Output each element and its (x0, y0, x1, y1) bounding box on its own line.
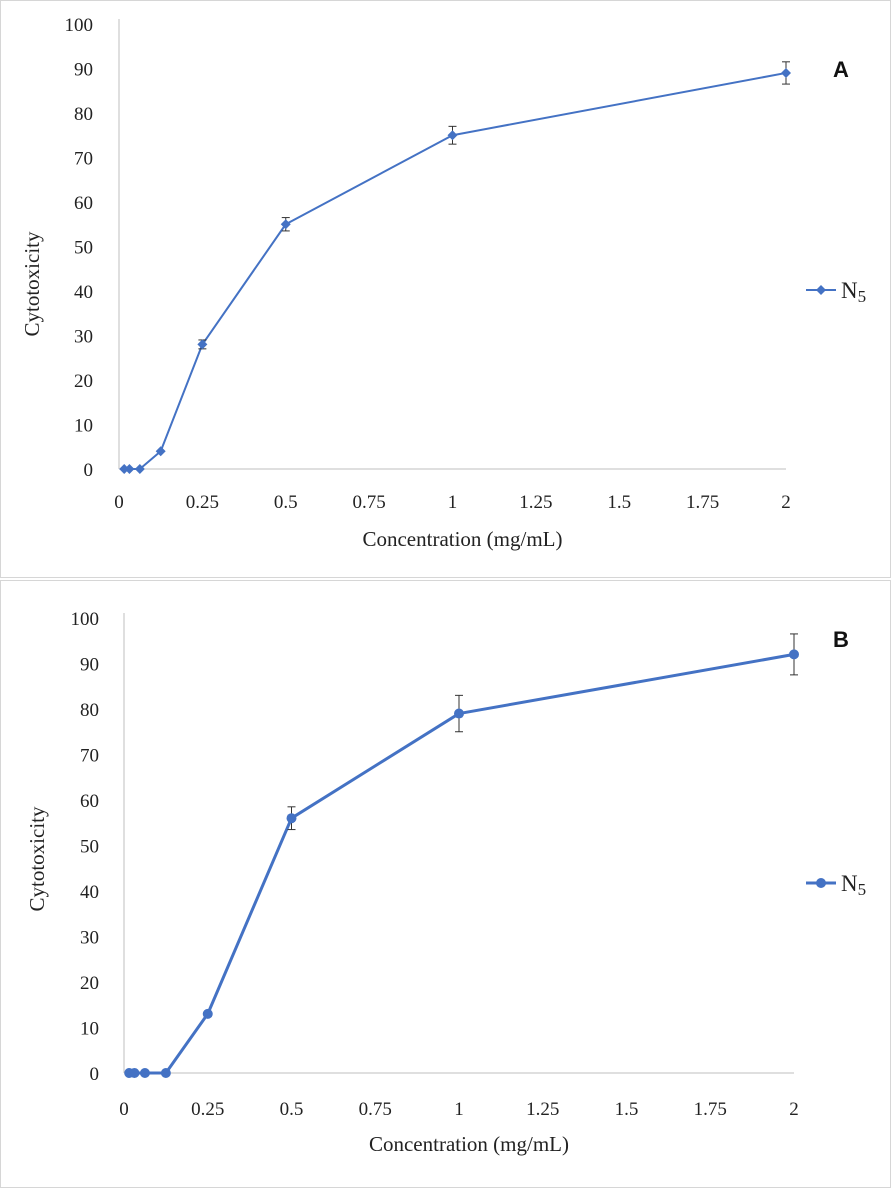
y-tick-label: 90 (80, 655, 99, 676)
data-point (447, 130, 458, 141)
x-tick-label: 1.5 (607, 492, 631, 513)
legend-marker (816, 878, 826, 888)
data-point (160, 1068, 171, 1078)
data-point (139, 1068, 150, 1078)
y-tick-label: 40 (74, 282, 93, 303)
y-tick-label: 60 (74, 193, 93, 214)
data-point (454, 708, 464, 719)
y-tick-label: 20 (80, 973, 99, 994)
legend-label-subscript: 5 (858, 287, 867, 306)
x-tick-label: 1.25 (526, 1099, 559, 1120)
x-tick-label: 0 (119, 1099, 129, 1120)
x-tick-label: 1.25 (519, 492, 552, 513)
y-tick-label: 70 (74, 149, 93, 170)
x-tick-label: 0.5 (274, 492, 298, 513)
y-tick-label: 90 (74, 60, 93, 81)
x-axis-title: Concentration (mg/mL) (362, 527, 562, 551)
legend-marker (816, 285, 826, 295)
data-point (119, 464, 130, 474)
data-point (789, 649, 799, 660)
data-point (781, 67, 791, 78)
x-tick-label: 1.75 (694, 1099, 727, 1120)
y-tick-label: 0 (90, 1064, 100, 1085)
y-axis-title: Cytotoxicity (20, 231, 44, 337)
x-tick-label: 0.5 (280, 1099, 304, 1120)
legend-label: N5 (841, 871, 866, 899)
series-line (124, 71, 787, 470)
y-tick-label: 40 (80, 882, 99, 903)
y-tick-label: 30 (80, 928, 99, 949)
y-tick-label: 100 (65, 15, 94, 36)
legend-label-subscript: 5 (858, 880, 867, 899)
panel-label: A (833, 57, 849, 82)
x-tick-label: 0.25 (191, 1099, 224, 1120)
data-point (129, 1068, 140, 1078)
x-tick-label: 0.75 (353, 492, 386, 513)
y-tick-label: 50 (80, 837, 99, 858)
data-point (134, 464, 145, 474)
legend-label: N5 (841, 278, 866, 306)
chart-panel-b: 0 10 20 30 40 50 60 70 80 90 100 0 0.25 0.5 0.75 1 1.25 1… (0, 580, 891, 1188)
y-tick-label: 20 (74, 371, 93, 392)
x-axis-title: Concentration (mg/mL) (369, 1132, 569, 1156)
data-point (197, 339, 208, 350)
y-tick-label: 100 (71, 609, 100, 630)
data-point (280, 219, 291, 230)
x-tick-label: 1.75 (686, 492, 719, 513)
x-tick-label: 1 (454, 1099, 464, 1120)
x-tick-label: 0.75 (359, 1099, 392, 1120)
x-tick-label: 1.5 (615, 1099, 639, 1120)
chart-b: 0 10 20 30 40 50 60 70 80 90 100 0 0.25 0.5 0.75 1 1.25 1… (25, 609, 866, 1156)
x-tick-label: 0.25 (186, 492, 219, 513)
x-tick-label: 0 (114, 492, 124, 513)
y-tick-label: 60 (80, 791, 99, 812)
y-tick-label: 0 (84, 460, 94, 481)
y-tick-label: 10 (74, 416, 93, 437)
data-point (286, 813, 297, 824)
x-tick-label: 2 (781, 492, 791, 513)
y-tick-label: 70 (80, 746, 99, 767)
panel-label: B (833, 627, 849, 652)
y-tick-label: 30 (74, 327, 93, 348)
data-point (155, 446, 166, 457)
chart-a: 0 10 20 30 40 50 60 70 80 90 100 0 0.25 0.5 0.75 1 1.25 1… (20, 15, 866, 551)
y-tick-label: 50 (74, 238, 93, 259)
data-point (202, 1008, 213, 1019)
y-tick-label: 80 (74, 104, 93, 125)
chart-panel-a: 0 10 20 30 40 50 60 70 80 90 100 0 0.25 0.5 0.75 1 1.25 1… (0, 0, 891, 578)
y-axis-title: Cytotoxicity (25, 806, 49, 912)
y-tick-label: 10 (80, 1019, 99, 1040)
x-tick-label: 1 (448, 492, 458, 513)
x-tick-label: 2 (789, 1099, 799, 1120)
y-tick-label: 80 (80, 700, 99, 721)
data-point (124, 464, 135, 474)
